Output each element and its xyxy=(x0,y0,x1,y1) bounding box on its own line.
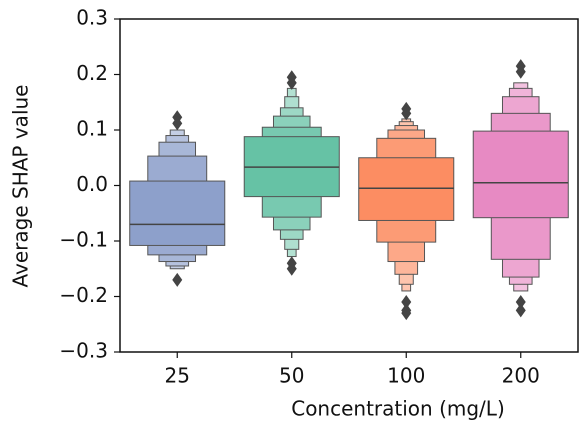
plot-frame xyxy=(119,18,579,353)
y-tick-label: −0.1 xyxy=(59,228,108,252)
y-tick-label: 0.0 xyxy=(76,172,108,196)
y-tick-label: −0.2 xyxy=(59,283,108,307)
outlier xyxy=(286,261,297,276)
x-tick-label: 100 xyxy=(387,364,425,388)
x-axis-label: Concentration (mg/L) xyxy=(291,397,505,421)
y-tick-label: 0.3 xyxy=(76,6,108,30)
x-tick-label: 200 xyxy=(502,364,540,388)
letter-value-box xyxy=(129,180,226,246)
outlier xyxy=(515,295,526,310)
x-tick-label: 50 xyxy=(279,364,304,388)
outlier xyxy=(172,272,183,287)
letter-value-box xyxy=(358,157,455,221)
y-tick-label: 0.1 xyxy=(76,117,108,141)
outlier xyxy=(401,306,412,321)
outlier xyxy=(401,106,412,121)
outlier xyxy=(401,295,412,310)
y-axis-label: Average SHAP value xyxy=(9,85,33,288)
x-tick-label: 25 xyxy=(165,364,190,388)
outlier xyxy=(515,303,526,318)
y-tick-label: 0.2 xyxy=(76,61,108,85)
outlier xyxy=(286,75,297,90)
outlier xyxy=(515,59,526,74)
outlier xyxy=(172,116,183,131)
y-tick-label: −0.3 xyxy=(59,339,108,363)
letter-value-box xyxy=(472,130,569,219)
